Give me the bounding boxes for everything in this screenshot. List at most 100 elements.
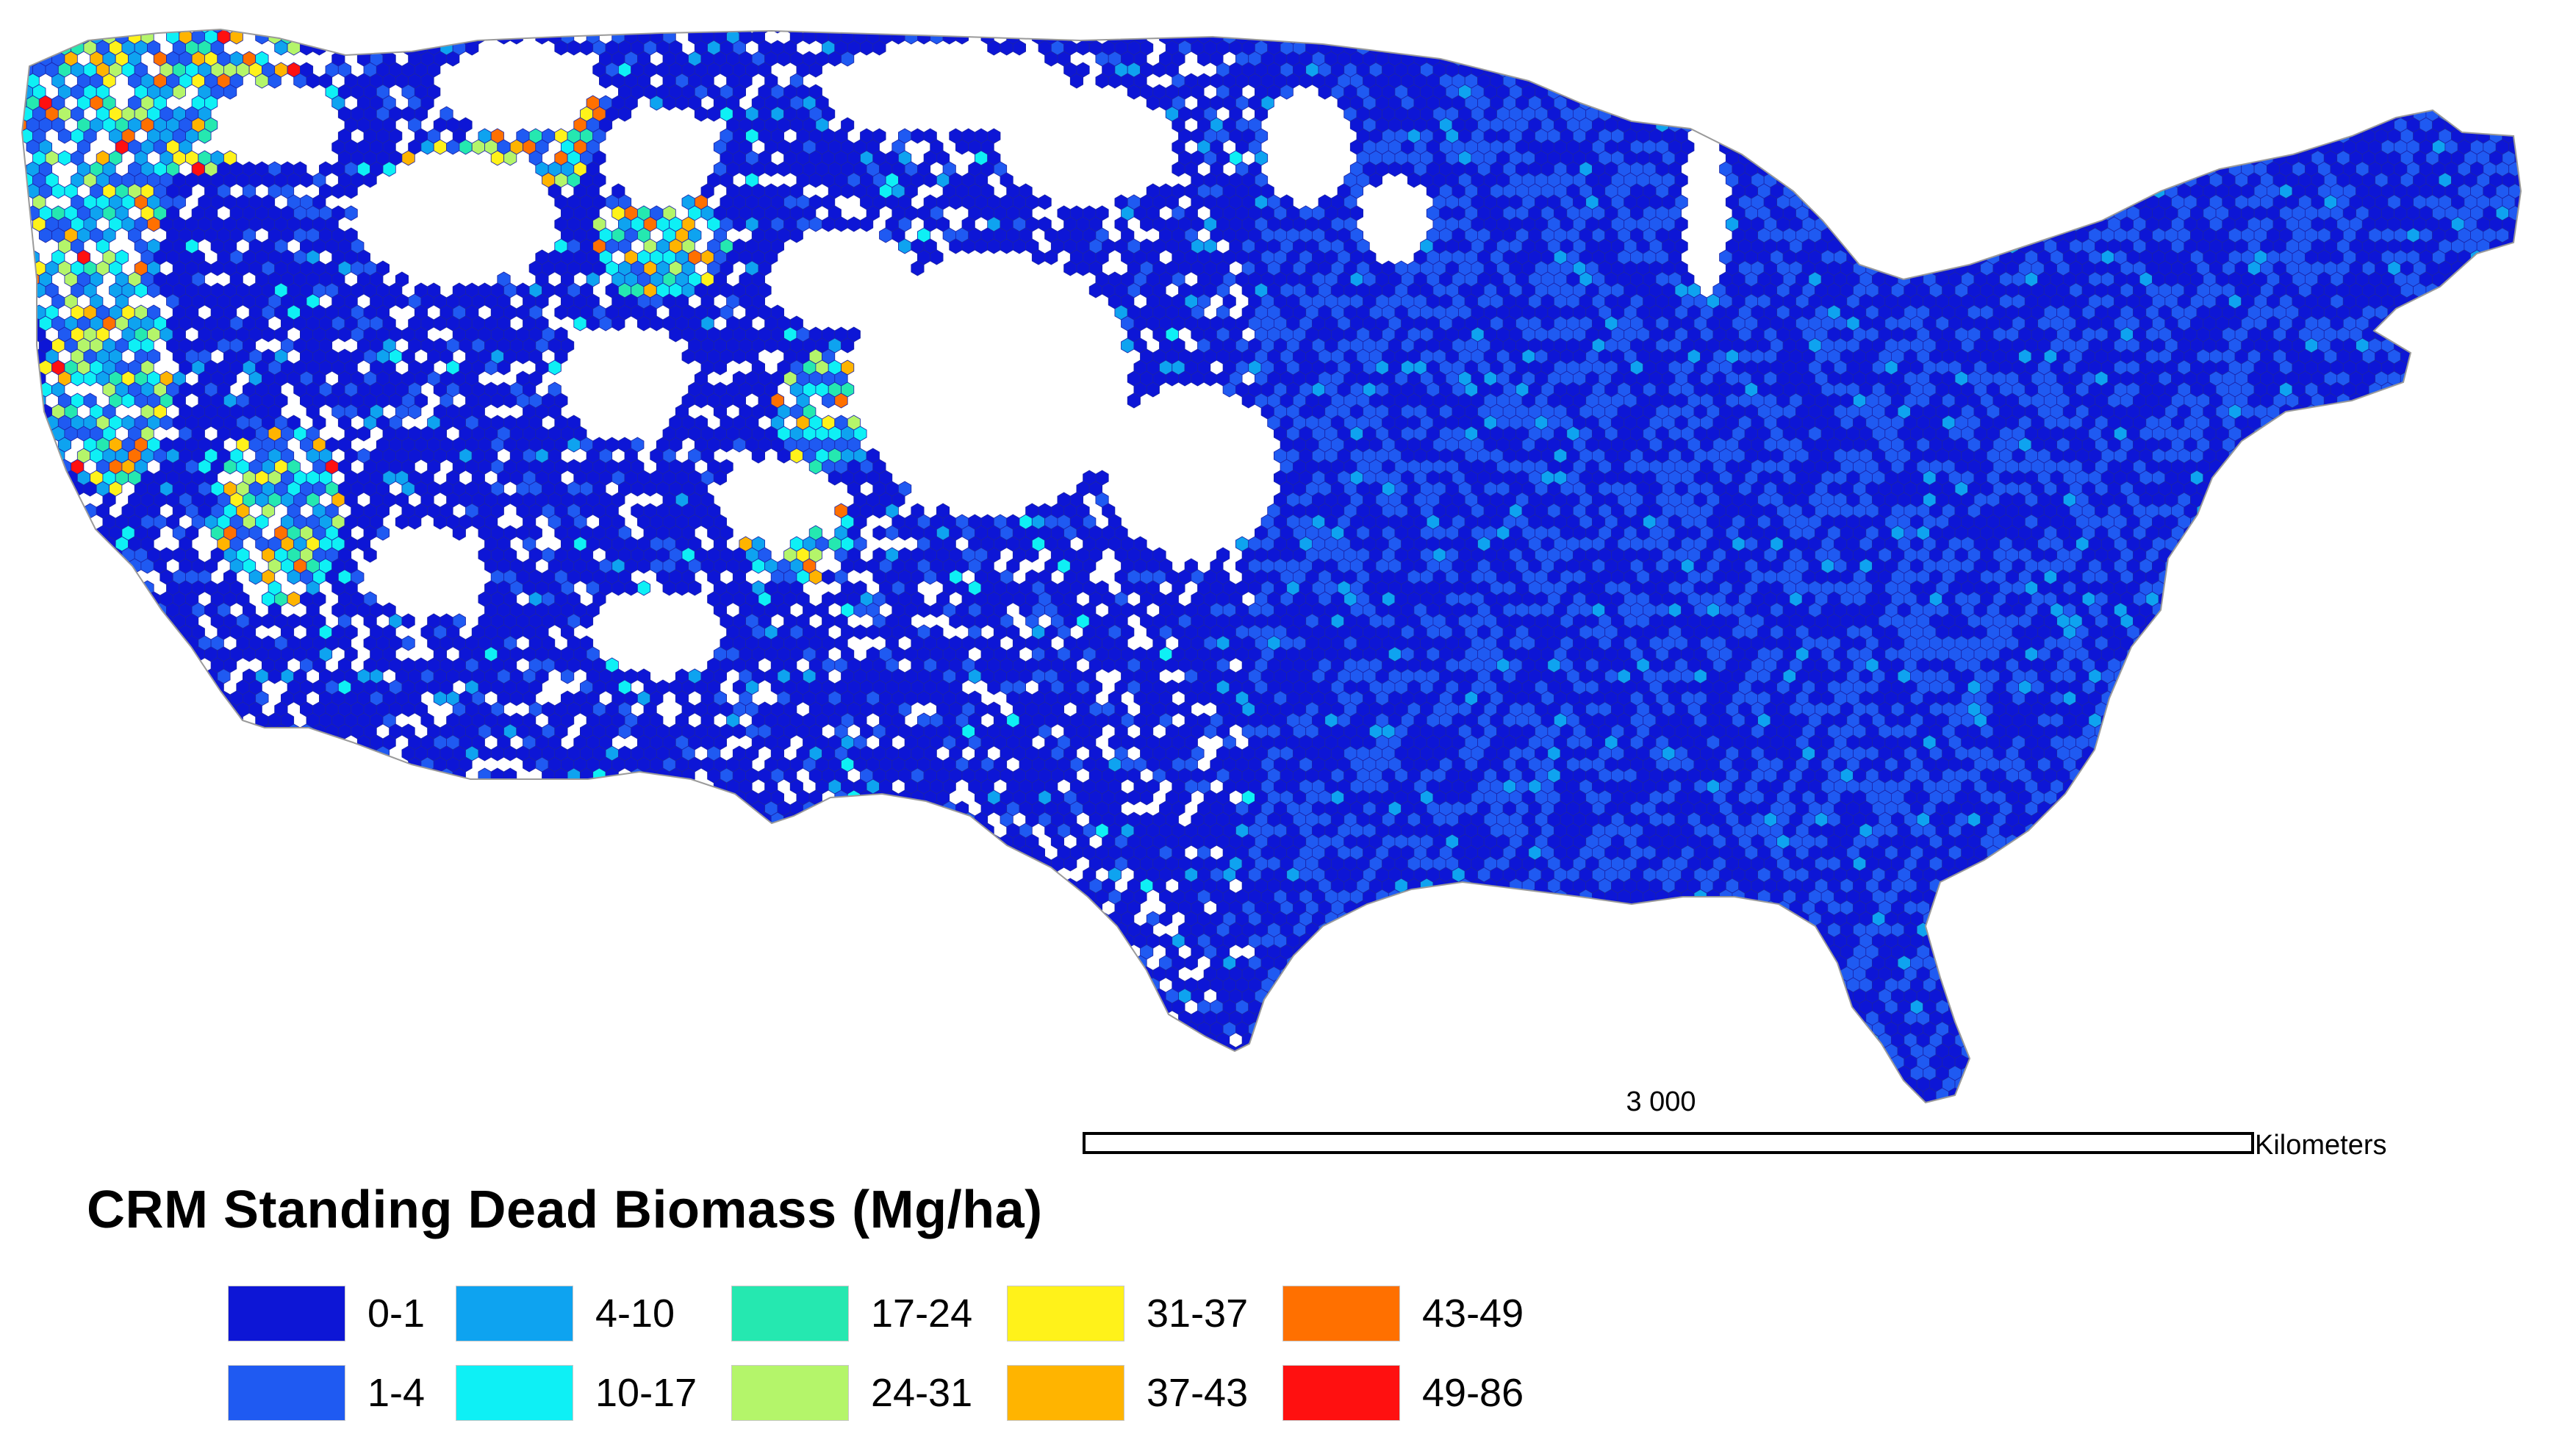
hex-cell (1967, 150, 1981, 166)
hex-cell (1954, 216, 1968, 232)
hex-cell (2062, 139, 2077, 155)
hex-cell (1872, 249, 1886, 265)
hex-cell (2081, 84, 2096, 100)
hex-cell (1846, 117, 1860, 133)
hex-cell (2419, 95, 2433, 111)
hex-cell (22, 271, 27, 287)
hex-cell (1973, 205, 1987, 221)
hex-cell (2012, 227, 2026, 243)
hex-cell (1897, 249, 1911, 265)
hex-cell (2145, 106, 2159, 122)
hex-cell (2000, 7, 2012, 22)
hex-cell (509, 29, 523, 45)
hex-cell (2075, 183, 2089, 199)
hex-cell (1795, 29, 1809, 45)
hex-cell (115, 7, 128, 22)
hex-cell (2445, 7, 2458, 22)
hex-cell (2100, 117, 2114, 133)
hex-cell (2012, 73, 2026, 89)
hex-cell (1935, 117, 1949, 133)
hex-cell (2081, 62, 2096, 78)
hex-cell (1840, 84, 1854, 100)
hex-cell (22, 326, 33, 343)
hex-cell (230, 7, 243, 22)
hex-cell (2311, 62, 2325, 78)
hex-cell (1789, 62, 1803, 78)
hex-cell (2369, 7, 2381, 22)
hex-cell (1700, 29, 1714, 34)
hex-cell (2196, 150, 2210, 166)
hex-cell (1808, 161, 1822, 177)
hex-cell (1598, 40, 1612, 56)
hex-cell (382, 29, 396, 45)
hex-cell (2209, 150, 2223, 166)
hex-cell (2444, 29, 2458, 45)
hex-cell (71, 29, 85, 34)
hex-cell (1293, 29, 1307, 34)
hex-cell (7, 173, 20, 187)
hex-cell (2095, 40, 2109, 56)
hex-cell (2483, 337, 2497, 354)
hex-cell (2489, 62, 2503, 78)
hex-cell (1445, 29, 1459, 34)
hex-cell (2502, 84, 2516, 100)
hex-cell (1973, 95, 1987, 111)
hex-cell (2451, 326, 2465, 343)
hex-cell (2095, 29, 2109, 34)
hex-cell (1820, 117, 1834, 133)
hex-cell (1063, 29, 1077, 34)
hex-cell (1909, 139, 1924, 155)
map-canvas (1, 7, 2547, 1103)
hex-cell (1682, 7, 1694, 22)
hex-cell (2534, 162, 2547, 176)
hex-cell (949, 29, 963, 34)
hex-cell (2056, 62, 2070, 78)
hex-cell (2285, 84, 2300, 100)
hex-cell (1986, 29, 2001, 45)
hex-cell (2005, 84, 2020, 100)
hex-cell (26, 29, 40, 45)
hex-cell (1693, 29, 1707, 45)
hex-cell (2266, 95, 2281, 111)
hex-cell (2508, 117, 2521, 133)
hex-cell (1012, 40, 1026, 56)
hex-cell (1923, 249, 1937, 265)
hex-cell (1540, 51, 1554, 67)
hex-cell (1700, 40, 1714, 56)
hex-cell (1859, 205, 1873, 221)
hex-cell (2120, 62, 2134, 78)
hex-cell (1452, 29, 1465, 45)
hex-cell (1058, 7, 1070, 22)
hex-cell (1439, 29, 1453, 45)
hex-cell (1496, 40, 1510, 56)
hex-cell (1, 272, 13, 287)
hex-cell (179, 7, 192, 22)
hex-cell (2107, 29, 2121, 34)
hex-cell (1827, 62, 1841, 78)
hex-cell (1490, 29, 1504, 45)
hex-cell (2457, 293, 2471, 309)
hex-cell (1122, 7, 1134, 22)
hex-cell (1923, 139, 1937, 155)
hex-cell (1973, 227, 1987, 243)
hex-cell (446, 51, 460, 67)
hex-cell (2190, 73, 2204, 89)
hex-cell (1853, 84, 1867, 100)
hex-cell (1986, 73, 2001, 89)
hex-cell (2171, 29, 2185, 34)
hex-cell (2323, 106, 2338, 122)
hex-cell (2298, 40, 2312, 56)
hex-cell (2260, 40, 2274, 56)
hex-cell (1967, 238, 1981, 254)
hex-cell (1038, 29, 1052, 34)
hex-cell (1846, 51, 1860, 67)
hex-cell (192, 7, 204, 22)
hex-cell (1897, 117, 1911, 133)
hex-cell (1782, 117, 1796, 133)
hex-cell (2508, 315, 2521, 332)
hex-cell (1954, 62, 1968, 78)
hex-cell (2196, 29, 2210, 34)
hex-cell (1827, 172, 1841, 188)
hex-cell (2528, 195, 2541, 209)
hex-cell (2037, 95, 2051, 111)
